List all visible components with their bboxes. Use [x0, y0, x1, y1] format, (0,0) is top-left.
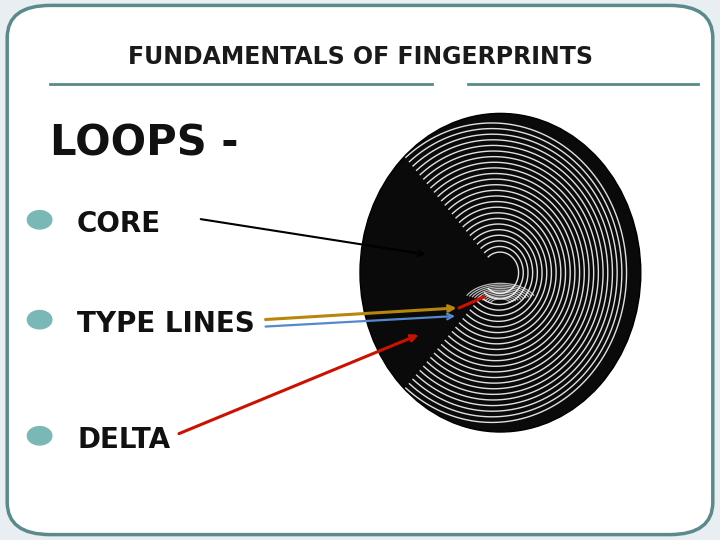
Circle shape: [27, 427, 52, 445]
Text: TYPE LINES: TYPE LINES: [77, 310, 255, 338]
Circle shape: [27, 211, 52, 229]
Circle shape: [27, 310, 52, 329]
Text: CORE: CORE: [77, 210, 161, 238]
Text: FUNDAMENTALS OF FINGERPRINTS: FUNDAMENTALS OF FINGERPRINTS: [127, 45, 593, 69]
Text: LOOPS -: LOOPS -: [50, 122, 239, 164]
Text: DELTA: DELTA: [77, 426, 170, 454]
Ellipse shape: [360, 113, 641, 432]
